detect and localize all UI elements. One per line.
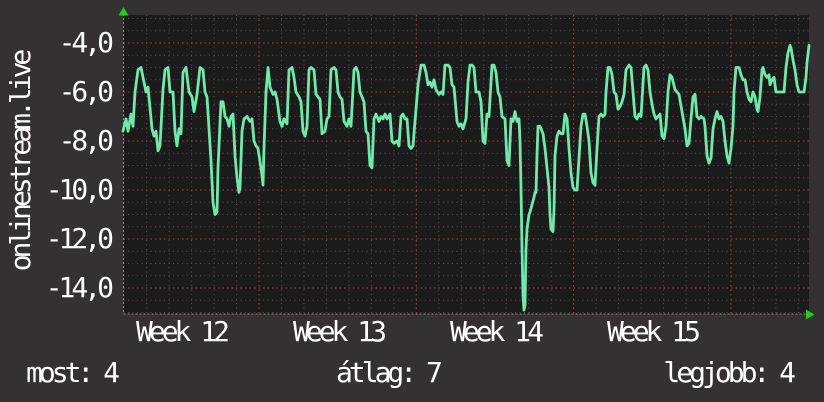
plot-background (123, 15, 809, 314)
y-tick-label: -14,0 (45, 271, 114, 304)
data-line (121, 44, 811, 312)
y-tick-label: -12,0 (45, 222, 114, 255)
y-tick-label: -10,0 (45, 173, 114, 206)
stat-atlag: átlag: 7 (336, 356, 443, 389)
y-tick-label: -8,0 (58, 124, 114, 157)
x-tick-label-week-12: Week 12 (135, 315, 230, 348)
x-tick-label-week-13: Week 13 (292, 315, 387, 348)
stat-legjobb: legjobb: 4 (663, 356, 796, 389)
x-tick-label-week-15: Week 15 (606, 315, 701, 348)
y-tick-label: -6,0 (58, 75, 114, 108)
y-axis-arrow-icon (118, 7, 129, 16)
y-tick-label: -4,0 (58, 26, 114, 59)
x-tick-label-week-14: Week 14 (449, 315, 544, 348)
axis-lines (123, 14, 810, 315)
stat-most: most: 4 (26, 356, 120, 389)
x-axis-arrow-icon (806, 309, 815, 320)
